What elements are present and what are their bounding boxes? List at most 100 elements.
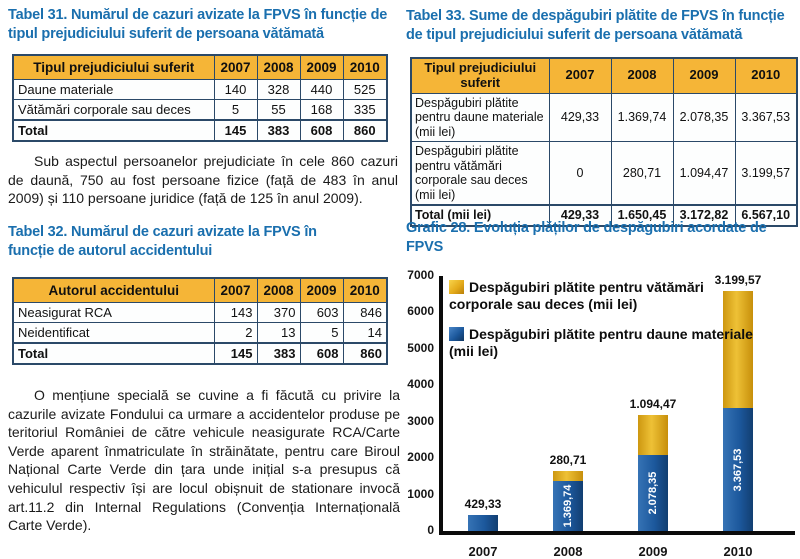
cell-value: 280,71: [610, 141, 674, 206]
y-axis-tick-label: 6000: [407, 304, 434, 319]
cell-value: 2: [213, 322, 258, 344]
cell-value: 140: [213, 79, 258, 100]
bar-segment-vatamari-2009: [638, 415, 668, 455]
cell-value: 440: [299, 79, 344, 100]
cell-value: 5: [213, 99, 258, 121]
cell-value: 383: [256, 119, 301, 142]
legend-entry-daune: Despăgubiri plătite pentru daune materia…: [449, 326, 761, 360]
cell-value: 370: [256, 302, 301, 323]
table-row: Daune materiale 140 328 440 525: [12, 79, 388, 100]
cell-value: 608: [299, 119, 344, 142]
table-row: Vătămări corporale sau deces 5 55 168 33…: [12, 99, 388, 121]
cell-value: 143: [213, 302, 258, 323]
legend-label: Despăgubiri plătite pentru daune materia…: [449, 326, 753, 360]
x-axis-category-label: 2009: [638, 544, 668, 559]
cell-value: 145: [213, 119, 258, 142]
column-header: 2010: [342, 54, 388, 80]
column-header: 2008: [256, 54, 301, 80]
tabel33-title: Tabel 33. Sume de despăgubiri plătite de…: [406, 8, 785, 44]
table-row: Neidentificat 2 13 5 14: [12, 322, 388, 344]
cell-value: 1.650,45: [610, 204, 674, 227]
chart-legend: Despăgubiri plătite pentru vătămări corp…: [449, 279, 761, 373]
legend-swatch-gold-icon: [449, 280, 464, 294]
legend-swatch-blue-icon: [449, 327, 464, 342]
column-header: 2007: [548, 57, 612, 94]
column-header: 2010: [342, 277, 388, 303]
cell-value: 6.567,10: [734, 204, 798, 227]
legend-entry-vatamari: Despăgubiri plătite pentru vătămări corp…: [449, 279, 761, 313]
x-axis-category-label: 2007: [468, 544, 498, 559]
bar-inside-label: 3.367,53: [732, 448, 744, 491]
row-label: Total: [12, 119, 215, 142]
cell-value: 3.172,82: [672, 204, 736, 227]
tabel31-table: Tipul prejudiciului suferit 2007 2008 20…: [12, 54, 388, 142]
column-header: Autorul accidentului: [12, 277, 215, 303]
cell-value: 3.199,57: [734, 141, 798, 206]
row-label: Total (mii lei): [410, 204, 550, 227]
column-header: 2010: [734, 57, 798, 94]
bar-value-label: 1.094,47: [629, 397, 677, 411]
bar-segment-daune-2009: 2.078,35: [638, 455, 668, 531]
cell-value: 168: [299, 99, 344, 121]
table-row: Despăgubiri plătite pentru vătămări corp…: [410, 141, 798, 206]
y-axis-tick-label: 5000: [407, 340, 434, 355]
tabel31-title: Tabel 31. Numărul de cazuri avizate la F…: [8, 7, 388, 43]
row-label: Daune materiale: [12, 79, 215, 100]
column-header: 2008: [610, 57, 674, 94]
grafic28-title: Grafic 28. Evoluția plăților de despăgub…: [406, 220, 767, 256]
cell-value: 603: [299, 302, 344, 323]
table-header-row: Tipul prejudiciului suferit 2007 2008 20…: [410, 57, 798, 94]
cell-value: 525: [342, 79, 388, 100]
table-header-row: Autorul accidentului 2007 2008 2009 2010: [12, 277, 388, 303]
column-header: 2009: [299, 277, 344, 303]
cell-value: 0: [548, 141, 612, 206]
table-header-row: Tipul prejudiciului suferit 2007 2008 20…: [12, 54, 388, 80]
bar-value-label: 429,33: [464, 497, 502, 511]
legend-label: Despăgubiri plătite pentru vătămări corp…: [449, 279, 704, 313]
paragraph-text: Sub aspectul persoanelor prejudiciate în…: [8, 153, 398, 207]
table-total-row: Total (mii lei) 429,33 1.650,45 3.172,82…: [410, 204, 798, 227]
y-axis-tick-label: 1000: [407, 486, 434, 501]
column-header: 2008: [256, 277, 301, 303]
y-axis-tick-label: 0: [427, 523, 434, 537]
cell-value: 14: [342, 322, 388, 344]
y-axis-tick-label: 2000: [407, 450, 434, 465]
cell-value: 3.367,53: [734, 92, 798, 143]
y-axis-tick-label: 3000: [407, 413, 434, 428]
cell-value: 145: [213, 342, 258, 365]
paragraph-mentiune: O mențiune specială se cuvine a fi făcut…: [8, 386, 400, 535]
row-label: Vătămări corporale sau deces: [12, 99, 215, 121]
cell-value: 335: [342, 99, 388, 121]
x-axis-category-label: 2008: [553, 544, 583, 559]
cell-value: 5: [299, 322, 344, 344]
column-header: 2009: [672, 57, 736, 94]
bar-segment-daune-2007: [468, 515, 498, 531]
bar-value-label: 280,71: [549, 453, 587, 467]
tabel32-title: Tabel 32. Numărul de cazuri avizate la F…: [8, 224, 317, 260]
cell-value: 55: [256, 99, 301, 121]
bar-segment-vatamari-2008: [553, 471, 583, 481]
column-header: 2007: [213, 277, 258, 303]
y-axis-tick-label: 4000: [407, 377, 434, 392]
row-label: Neasigurat RCA: [12, 302, 215, 323]
cell-value: 860: [342, 119, 388, 142]
cell-value: 13: [256, 322, 301, 344]
bar-segment-daune-2010: 3.367,53: [723, 408, 753, 531]
column-header: Tipul prejudiciului suferit: [12, 54, 215, 80]
bar-segment-daune-2008: 1.369,74: [553, 481, 583, 531]
cell-value: 608: [299, 342, 344, 365]
chart-plot: 429,33 1.369,74 280,71 2.078,35 1.094,47 3.36…: [439, 273, 795, 535]
cell-value: 429,33: [548, 204, 612, 227]
row-label: Neidentificat: [12, 322, 215, 344]
tabel32-table: Autorul accidentului 2007 2008 2009 2010…: [12, 277, 388, 365]
row-label: Total: [12, 342, 215, 365]
table-row: Neasigurat RCA 143 370 603 846: [12, 302, 388, 323]
cell-value: 1.369,74: [610, 92, 674, 143]
cell-value: 2.078,35: [672, 92, 736, 143]
table-total-row: Total 145 383 608 860: [12, 119, 388, 142]
chart: 429,33 1.369,74 280,71 2.078,35 1.094,47 3.36…: [403, 264, 799, 559]
column-header: Tipul prejudiciului suferit: [410, 57, 550, 94]
paragraph-persoane: Sub aspectul persoanelor prejudiciate în…: [8, 152, 398, 208]
paragraph-text: O mențiune specială se cuvine a fi făcut…: [8, 387, 400, 534]
